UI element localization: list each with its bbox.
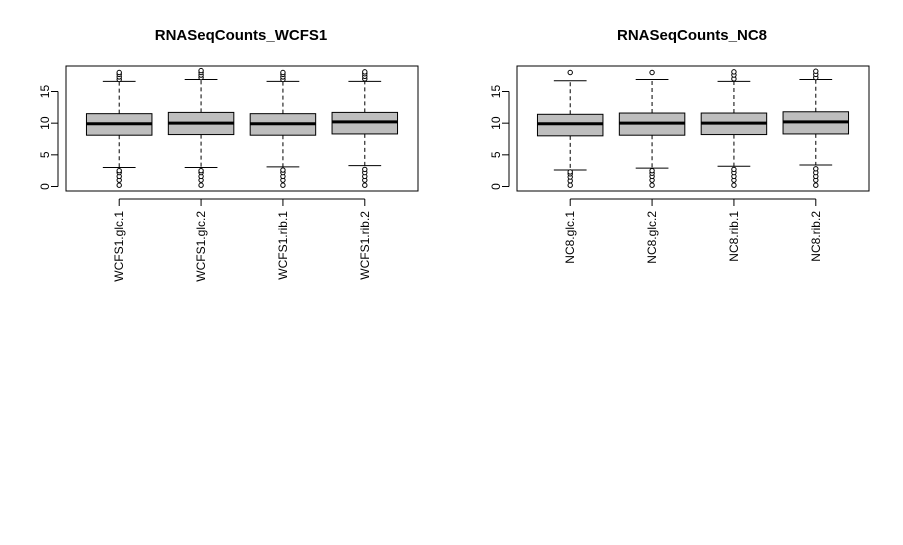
y-tick-label: 10: [38, 116, 52, 130]
outlier-point: [567, 169, 573, 175]
outlier-point: [567, 69, 573, 76]
outlier-point: [362, 69, 368, 75]
y-tick-label: 5: [38, 151, 52, 158]
plot-frame: [65, 65, 419, 192]
outlier-point: [280, 182, 286, 188]
y-tick-label: 0: [489, 183, 503, 190]
outlier-point: [649, 167, 655, 174]
x-category-label: WCFS1.glc.1: [112, 211, 126, 282]
x-category-label: NC8.glc.1: [563, 211, 577, 264]
plot-frame: [516, 65, 870, 192]
outlier-point: [813, 166, 819, 172]
outlier-point: [198, 182, 204, 188]
chart-panel-wcfs1: RNASeqCounts_WCFS1 0 5 10 15 WCFS1.glc.1 WCFS…: [38, 27, 419, 282]
x-category-label: WCFS1.glc.2: [194, 211, 208, 282]
outlier-point: [649, 69, 655, 76]
outlier-point: [116, 69, 122, 76]
chart-title: RNASeqCounts_NC8: [617, 27, 767, 44]
outlier-point: [649, 182, 655, 188]
outlier-point: [813, 182, 819, 188]
x-category-label: NC8.glc.2: [645, 211, 659, 264]
outlier-point: [813, 68, 819, 74]
y-tick-label: 15: [38, 85, 52, 99]
outlier-point: [116, 182, 122, 188]
y-tick-label: 10: [489, 116, 503, 130]
outlier-point: [731, 182, 737, 188]
outlier-point: [362, 166, 368, 173]
outlier-point: [198, 67, 204, 74]
outlier-point: [280, 69, 286, 76]
outlier-point: [116, 167, 122, 174]
chart-title: RNASeqCounts_WCFS1: [155, 27, 328, 44]
x-category-label: WCFS1.rib.2: [358, 211, 372, 280]
outlier-point: [731, 69, 737, 75]
chart-panel-nc8: RNASeqCounts_NC8 0 5 10 15 NC8.glc.1 NC8.glc.…: [489, 27, 870, 264]
y-tick-label: 0: [38, 183, 52, 190]
y-tick-label: 5: [489, 151, 503, 158]
outlier-point: [362, 182, 368, 188]
x-category-label: NC8.rib.1: [727, 211, 741, 262]
y-tick-label: 15: [489, 85, 503, 99]
outlier-point: [198, 167, 204, 174]
outlier-point: [280, 167, 286, 173]
outlier-point: [731, 166, 737, 173]
outlier-point: [567, 182, 573, 188]
x-category-label: NC8.rib.2: [809, 211, 823, 262]
x-category-label: WCFS1.rib.1: [276, 211, 290, 280]
